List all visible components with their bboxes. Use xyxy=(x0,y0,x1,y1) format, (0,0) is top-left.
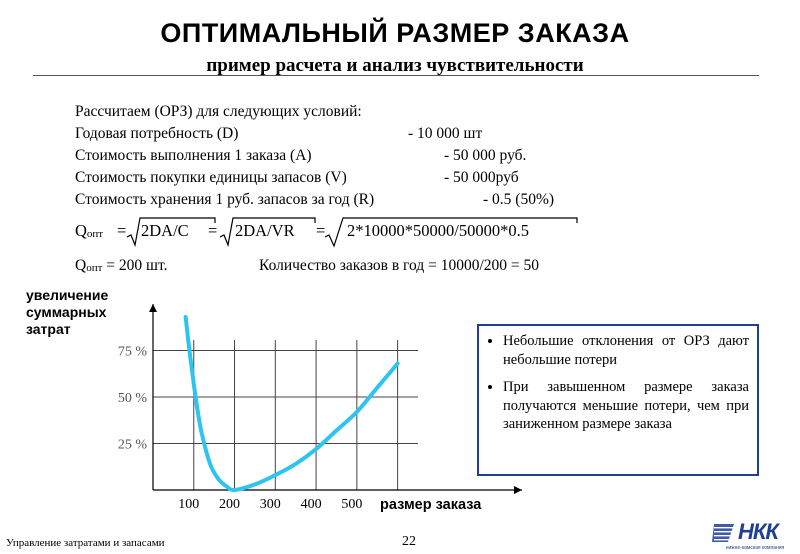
logo-text: НКК xyxy=(738,519,779,544)
calc-label-order-cost: Стоимость выполнения 1 заказа (А) xyxy=(75,147,312,164)
chart-x-ticks: 100 200 300 400 500 xyxy=(178,497,362,512)
radical-3 xyxy=(324,217,578,248)
calc-intro: Рассчитаем (ОРЗ) для следующих условий: xyxy=(75,103,362,120)
radical-1 xyxy=(126,217,216,248)
result-q: Qопт = 200 шт. xyxy=(75,257,168,274)
y-tick-label: 50 % xyxy=(118,391,148,406)
x-tick-label: 500 xyxy=(341,497,362,512)
x-axis-arrow xyxy=(514,486,522,494)
footer-course-title: Управление затратами и запасами xyxy=(6,537,165,549)
y-tick-label: 75 % xyxy=(118,345,148,360)
calc-label-demand: Годовая потребность (D) xyxy=(75,125,239,142)
calc-value-order-cost: - 50 000 руб. xyxy=(444,147,527,164)
x-tick-label: 300 xyxy=(260,497,281,512)
formula-eq-3: = xyxy=(316,221,326,240)
eoq-formula: Qопт = 2DA/C = 2DA/VR = 2*10000*50000/50… xyxy=(75,215,595,248)
x-tick-label: 200 xyxy=(219,497,240,512)
company-logo-icon xyxy=(712,524,734,542)
calc-label-holding-cost: Стоимость хранения 1 руб. запасов за год… xyxy=(75,191,375,208)
result-orders: Количество заказов в год = 10000/200 = 5… xyxy=(259,257,539,274)
y-axis-arrow xyxy=(149,304,157,312)
y-label-line-2: суммарных xyxy=(26,304,107,320)
radical-signs xyxy=(126,217,578,248)
chart-grid xyxy=(153,340,418,490)
formula-q: Qопт xyxy=(75,221,104,240)
y-label-line-3: затрат xyxy=(26,321,71,337)
page-number: 22 xyxy=(402,534,416,549)
formula-eq-2: = xyxy=(208,221,218,240)
page-subtitle: пример расчета и анализ чувствительности xyxy=(206,55,584,76)
chart-axes xyxy=(149,304,522,494)
chart-y-label: увеличение суммарных затрат xyxy=(26,287,108,338)
chart-x-label: размер заказа xyxy=(380,497,482,513)
title-divider xyxy=(33,75,759,76)
formula-expr-1: 2DA/C xyxy=(141,221,189,240)
formula-expr-3: 2*10000*50000/50000*0.5 xyxy=(347,221,529,240)
calc-value-holding-cost: - 0.5 (50%) xyxy=(483,191,555,208)
total-cost-curve xyxy=(183,315,400,493)
calc-label-unit-cost: Стоимость покупки единицы запасов (V) xyxy=(75,169,347,186)
chart-y-ticks: 25 % 50 % 75 % xyxy=(118,345,148,453)
x-tick-label: 100 xyxy=(178,497,199,512)
y-tick-label: 25 % xyxy=(118,438,148,453)
calc-value-demand: - 10 000 шт xyxy=(408,125,483,142)
calc-value-unit-cost: - 50 000руб xyxy=(444,169,519,186)
y-label-line-1: увеличение xyxy=(26,287,109,303)
info-bullet-2: При завышенном размере заказа получаются… xyxy=(503,378,749,434)
page-title: ОПТИМАЛЬНЫЙ РАЗМЕР ЗАКАЗА xyxy=(160,18,630,48)
info-bullet-1: Небольшие отклонения от ОРЗ дают небольш… xyxy=(503,332,749,369)
formula-eq-1: = xyxy=(117,221,127,240)
info-box: Небольшие отклонения от ОРЗ дают небольш… xyxy=(477,324,759,476)
x-tick-label: 400 xyxy=(301,497,322,512)
radical-2 xyxy=(219,217,316,248)
logo-subtitle: нижне-камская компания xyxy=(725,545,785,551)
formula-expr-2: 2DA/VR xyxy=(235,221,295,240)
